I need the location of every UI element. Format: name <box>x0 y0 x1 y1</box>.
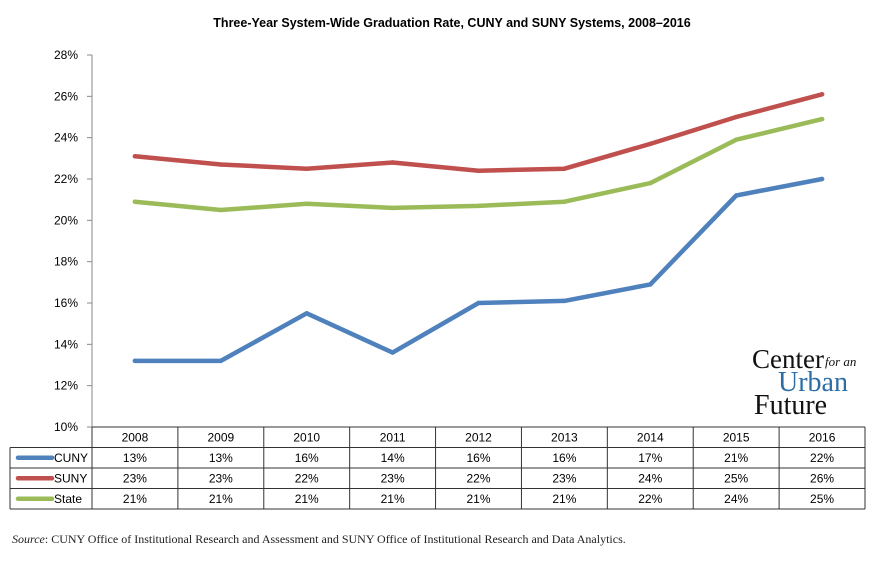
data-point-suny <box>476 168 481 173</box>
data-point-cuny <box>476 300 481 306</box>
table-cell-value: 23% <box>381 471 405 485</box>
table-header-year: 2015 <box>723 430 750 444</box>
table-cell-value: 23% <box>552 471 576 485</box>
table-cell-value: 21% <box>552 492 576 506</box>
data-table: 2008 2009 2010 2011 2012 2013 2014 2015 2016 CUNY… <box>9 426 866 510</box>
table-cell-value: 21% <box>724 451 748 465</box>
table-cell-value: 16% <box>466 451 490 465</box>
table-cell-value: 24% <box>724 492 748 506</box>
y-tick-label: 16% <box>54 296 78 310</box>
table-header-year: 2009 <box>207 430 234 444</box>
legend-label-suny: SUNY <box>54 471 87 485</box>
data-point-suny <box>648 141 653 147</box>
table-cell-value: 21% <box>295 492 319 506</box>
chart-title: Three-Year System-Wide Graduation Rate, … <box>213 16 690 30</box>
y-tick-label: 18% <box>54 255 78 269</box>
table-cell-value: 14% <box>381 451 405 465</box>
y-tick-label: 26% <box>54 89 78 103</box>
table-cell-value: 22% <box>810 451 834 465</box>
logo-line-for-an: for an <box>825 354 856 369</box>
source-note: Source: CUNY Office of Institutional Res… <box>12 531 672 547</box>
table-cell-value: 16% <box>552 451 576 465</box>
data-point-state <box>390 205 395 211</box>
legend-label-state: State <box>54 492 82 506</box>
logo-line-future: Future <box>754 390 827 421</box>
data-point-cuny <box>562 298 567 304</box>
y-tick-label: 12% <box>54 379 78 393</box>
data-point-cuny <box>733 193 739 198</box>
series-lines <box>132 92 825 364</box>
data-point-state <box>476 203 481 209</box>
table-cell-value: 23% <box>209 471 233 485</box>
data-point-cuny <box>132 358 138 364</box>
series-line-suny <box>132 92 825 173</box>
source-label: Source <box>12 532 45 546</box>
table-header-year: 2012 <box>465 430 492 444</box>
y-tick-label: 28% <box>54 48 78 62</box>
data-point-state <box>733 137 739 142</box>
data-point-cuny <box>648 282 653 287</box>
table-cell-value: 13% <box>123 451 147 465</box>
table-cell-value: 23% <box>123 471 147 485</box>
center-for-an-urban-future-logo: Center for an Urban Future <box>752 344 856 421</box>
table-cell-value: 17% <box>638 451 662 465</box>
table-header-year: 2010 <box>293 430 320 444</box>
table-cell-value: 26% <box>810 471 834 485</box>
table-header-year: 2014 <box>637 430 664 444</box>
data-point-suny <box>733 114 739 120</box>
table-header-year: 2011 <box>380 430 406 444</box>
table-cell-value: 21% <box>209 492 233 506</box>
table-cell-value: 25% <box>724 471 748 485</box>
data-point-cuny <box>304 311 309 316</box>
y-tick-label: 14% <box>54 337 78 351</box>
y-tick-label: 24% <box>54 131 78 145</box>
y-tick-label: 20% <box>54 213 78 227</box>
table-cell-value: 22% <box>295 471 319 485</box>
data-point-suny <box>132 154 138 159</box>
data-point-suny <box>390 160 395 165</box>
table-cell-value: 25% <box>810 492 834 506</box>
data-point-suny <box>562 166 567 171</box>
logo-line-urban: Urban <box>778 367 848 398</box>
table-cell-value: 13% <box>209 451 233 465</box>
data-point-state <box>218 207 224 213</box>
table-cell-value: 22% <box>638 492 662 506</box>
table-header-year: 2016 <box>809 430 836 444</box>
table-cell-value: 21% <box>123 492 147 506</box>
y-tick-label: 10% <box>54 420 78 434</box>
table-cell-value: 24% <box>638 471 662 485</box>
table-cell-value: 21% <box>466 492 490 506</box>
axes: 10% 12% 14% 16% 18% 20% 22% 24% 26% 28% <box>54 48 93 434</box>
data-point-state <box>562 199 567 204</box>
data-point-cuny <box>218 358 224 364</box>
source-text: : CUNY Office of Institutional Research … <box>44 532 626 546</box>
data-point-state <box>132 199 138 204</box>
data-point-cuny <box>390 350 395 355</box>
table-cell-value: 21% <box>381 492 405 506</box>
table-header-year: 2013 <box>551 430 578 444</box>
legend-label-cuny: CUNY <box>54 451 88 465</box>
table-cell-value: 22% <box>466 471 490 485</box>
data-point-state <box>304 201 309 206</box>
data-point-state <box>819 116 825 122</box>
data-point-state <box>648 180 653 186</box>
logo-line-center: Center <box>752 344 824 374</box>
data-point-suny <box>819 92 825 97</box>
data-point-cuny <box>819 176 825 182</box>
table-header-year: 2008 <box>122 430 149 444</box>
y-tick-label: 22% <box>54 172 78 186</box>
table-cell-value: 16% <box>295 451 319 465</box>
data-point-suny <box>304 166 309 171</box>
data-point-suny <box>218 162 224 167</box>
